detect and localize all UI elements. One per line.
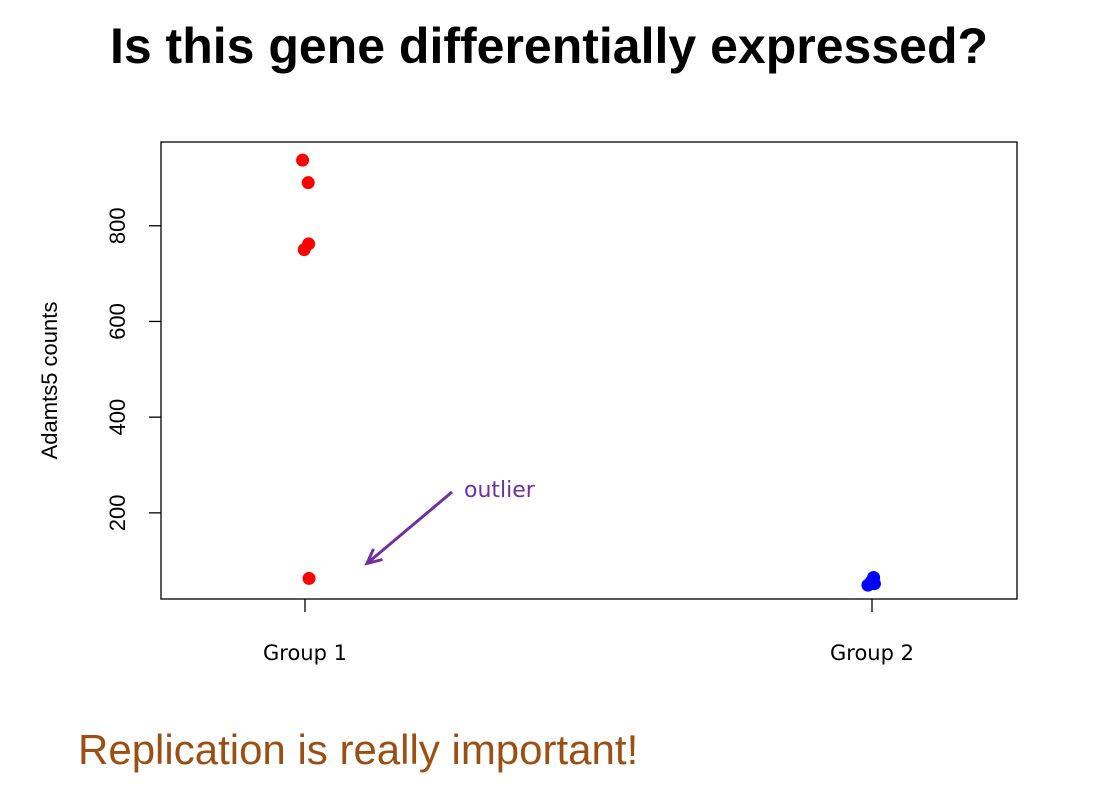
data-point <box>296 153 310 167</box>
data-points <box>296 153 881 592</box>
y-axis-title: Adamts5 counts <box>37 302 62 460</box>
outlier-annotation: outlier <box>364 478 536 566</box>
y-axis-ticks: 200 400 600 800 <box>105 207 161 531</box>
y-tick-label: 800 <box>105 207 130 244</box>
data-point <box>302 237 316 251</box>
x-category-label: Group 2 <box>830 641 914 665</box>
slide-subtitle: Replication is really important! <box>78 726 639 773</box>
plot-frame <box>160 141 1018 600</box>
y-tick-label: 600 <box>105 303 130 340</box>
y-tick-label: 400 <box>105 399 130 436</box>
y-tick-label: 200 <box>105 495 130 532</box>
annotation-arrow-head <box>364 548 383 566</box>
annotation-arrow <box>366 490 453 565</box>
data-point <box>302 571 316 585</box>
data-point <box>867 577 881 591</box>
x-category-label: Group 1 <box>263 641 347 665</box>
slide-title: Is this gene differentially expressed? <box>109 18 989 74</box>
x-axis-ticks: Group 1 Group 2 <box>263 599 914 665</box>
data-point <box>301 176 315 190</box>
annotation-label: outlier <box>464 478 536 503</box>
